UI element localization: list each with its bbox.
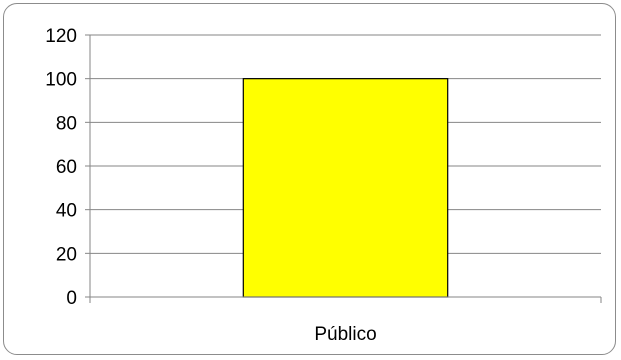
bar <box>242 78 449 298</box>
y-axis-tick-labels: 0 20 40 60 80 100 120 <box>45 26 77 309</box>
x-axis-tick-labels: Público <box>314 324 376 345</box>
y-tick-label: 80 <box>56 113 77 134</box>
x-tick-label: Público <box>314 324 376 345</box>
y-tick-label: 40 <box>56 201 77 222</box>
y-tick-label: 100 <box>45 70 77 91</box>
y-tick-label: 20 <box>56 244 77 265</box>
y-tick-label: 60 <box>56 157 77 178</box>
y-tick-label: 0 <box>66 288 77 309</box>
axes <box>85 34 602 303</box>
y-tick-label: 120 <box>45 26 77 47</box>
bars <box>242 78 449 298</box>
